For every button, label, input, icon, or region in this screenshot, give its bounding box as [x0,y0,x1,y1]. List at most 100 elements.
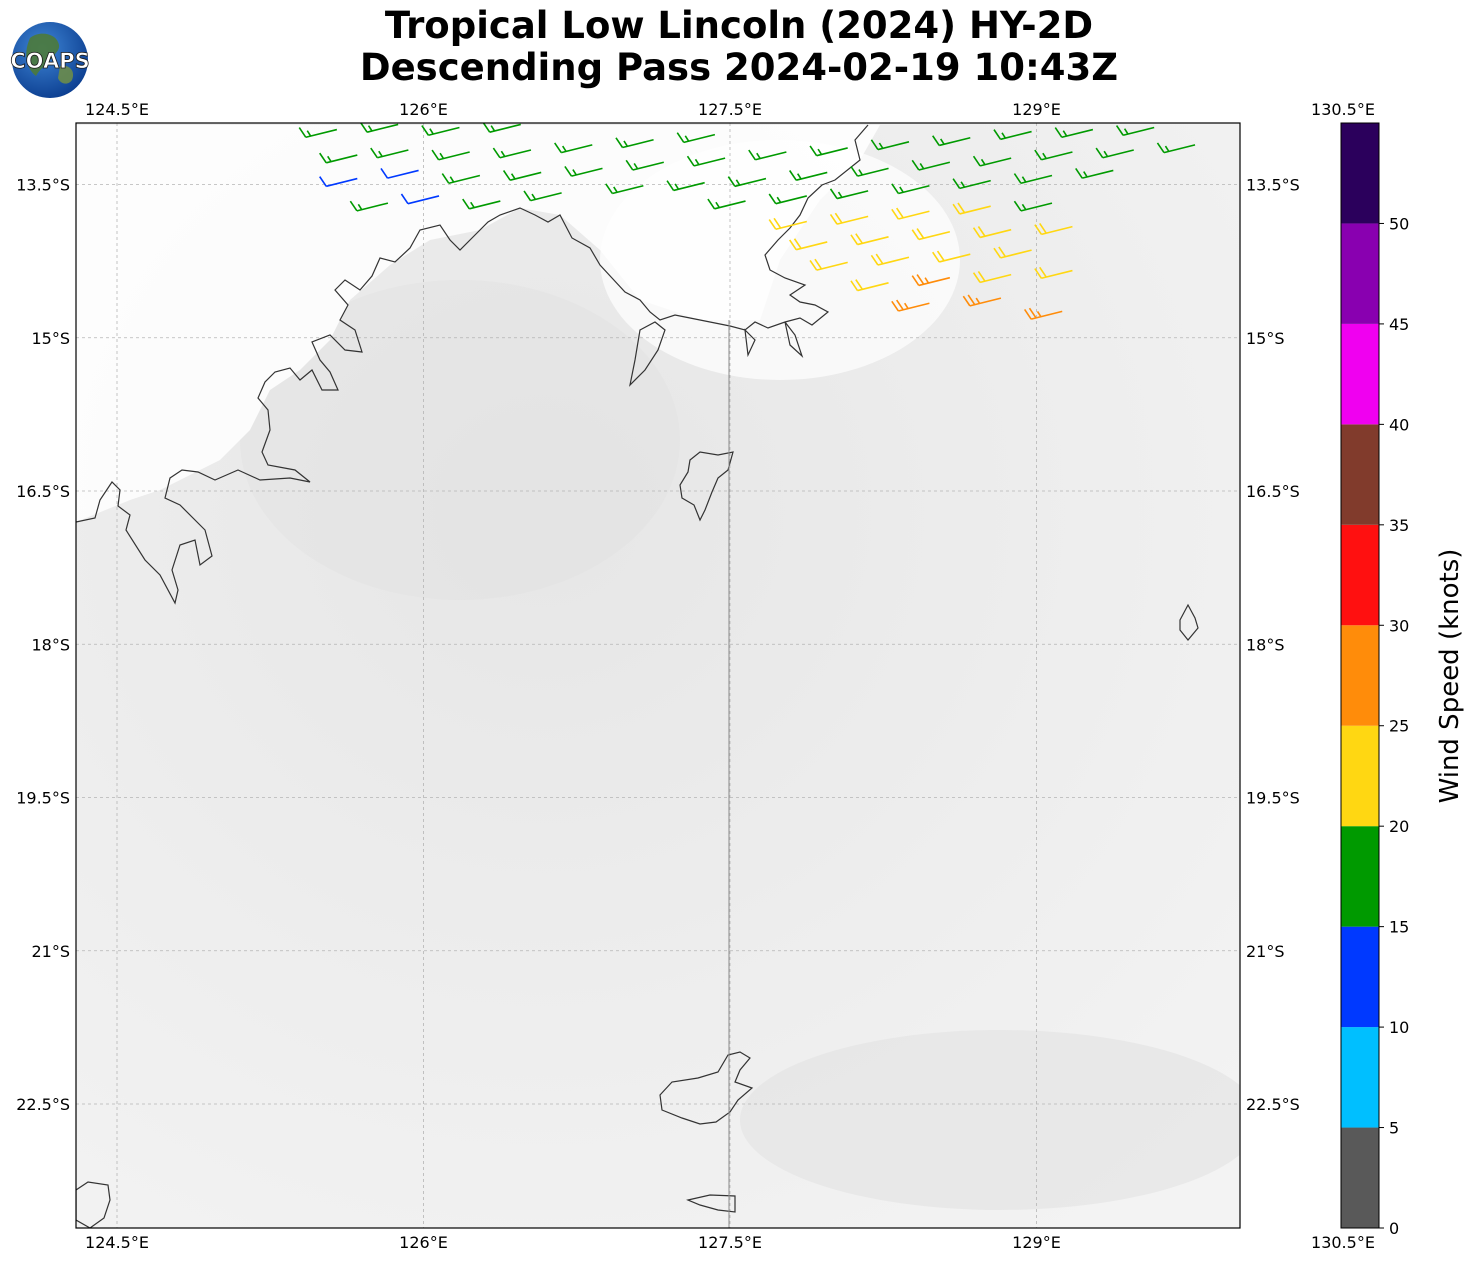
wind-barb [1115,125,1155,137]
lon-tick-label-top: 124.5°E [85,100,149,119]
wind-barb [676,132,716,144]
wind-barb [431,149,470,161]
colorbar-bin [1341,725,1379,827]
wind-barb [911,274,951,287]
lon-tick-label-bottom: 127.5°E [698,1233,762,1252]
wind-barb [891,183,930,195]
wind-barb [298,127,338,139]
wind-barb [1034,266,1073,280]
colorbar-bin [1341,223,1379,324]
colorbar-tick-label: 35 [1389,516,1409,535]
lat-tick-label-left: 21°S [31,942,70,961]
wind-barb [502,170,542,181]
lat-tick-label-left: 13.5°S [16,176,70,195]
wind-barb [1013,173,1053,185]
lat-tick-label-right: 22.5°S [1246,1095,1300,1114]
wind-barb [748,149,787,161]
wind-barb [482,123,521,133]
lat-tick-label-right: 16.5°S [1246,482,1300,501]
colorbar-tick-label: 45 [1389,315,1409,334]
wind-barb [993,246,1032,259]
wind-barb [421,125,460,137]
colorbar-tick-label: 40 [1389,415,1409,434]
wind-barb [1034,222,1073,236]
lat-tick-label-left: 16.5°S [16,482,70,501]
lat-tick-label-right: 21°S [1246,942,1285,961]
wind-barb [380,168,419,179]
wind-barb [850,233,889,246]
colorbar-bin [1341,424,1379,525]
lat-tick-label-left: 19.5°S [16,789,70,808]
wind-barb [972,271,1012,284]
wind-barb [850,279,889,292]
wind-barb [911,159,951,171]
wind-barb [441,173,481,185]
map-frame [75,122,1241,1229]
wind-barb [564,165,603,177]
wind-barb [870,139,910,151]
wind-barb [492,147,532,159]
colorbar-bin [1341,625,1379,726]
wind-barb [809,258,848,271]
lat-tick-label-right: 15°S [1246,329,1285,348]
wind-barb [972,226,1012,239]
wind-barb [911,228,951,241]
colorbar-bin [1341,826,1379,927]
coaps-logo-icon: COAPS [10,22,90,98]
lon-tick-label-top: 127.5°E [698,100,762,119]
colorbar-bin [1341,123,1379,224]
lon-tick-label-top: 129°E [1012,100,1061,119]
wind-barb [932,135,971,147]
wind-barb [891,207,930,220]
lat-tick-label-left: 18°S [31,635,70,654]
wind-barb [686,155,726,167]
wind-barb [400,193,440,205]
wind-barb [870,253,910,266]
colorbar-title: Wind Speed (knots) [1435,549,1465,804]
chart-title-line-2: Descending Pass 2024-02-19 10:43Z [359,46,1119,89]
wind-barb [1156,142,1196,154]
wind-barb [727,176,767,188]
wind-barbs [298,123,1196,320]
graticule [76,123,1240,1228]
chart-title-line-1: Tropical Low Lincoln (2024) HY-2D [384,4,1094,47]
coastline [76,124,1199,1228]
lat-tick-label-left: 15°S [31,329,70,348]
colorbar-tick-label: 5 [1389,1119,1399,1138]
wind-barb [829,212,869,225]
wind-barb [666,180,705,192]
wind-barb [952,202,991,215]
wind-barb [788,170,828,181]
colorbar-bin [1341,1027,1379,1128]
lon-tick-label-bottom: 129°E [1012,1233,1061,1252]
wind-barb [1054,127,1094,139]
lat-tick-label-right: 13.5°S [1246,176,1300,195]
wind-barb [707,198,746,210]
lat-tick-label-left: 22.5°S [16,1095,70,1114]
wind-barb [788,238,828,251]
wind-barb [932,250,971,263]
colorbar-tick-label: 50 [1389,214,1409,233]
wind-barb [370,147,409,159]
wind-barb [319,152,358,164]
colorbar-tick-label: 20 [1389,817,1409,836]
wind-barb [359,123,399,133]
colorbar-bin [1341,524,1379,626]
axis-tick-labels: 123°E123°E124.5°E124.5°E126°E126°E127.5°… [16,100,1375,1252]
lon-tick-label-top: 130.5°E [1311,100,1375,119]
wind-barb [993,129,1032,141]
logo-text: COAPS [10,49,89,73]
wind-barb [972,155,1012,167]
wind-barb [605,183,644,195]
wind-barb [462,198,501,210]
wind-barb [891,299,930,312]
lon-tick-label-bottom: 130.5°E [1311,1233,1375,1252]
lat-tick-label-right: 18°S [1246,635,1285,654]
wind-barb [625,159,664,171]
colorbar-tick-label: 10 [1389,1018,1409,1037]
colorbar-tick-label: 15 [1389,918,1409,937]
colorbar-bin [1341,926,1379,1028]
colorbar-tick-label: 25 [1389,717,1409,736]
wind-barb [349,200,389,212]
